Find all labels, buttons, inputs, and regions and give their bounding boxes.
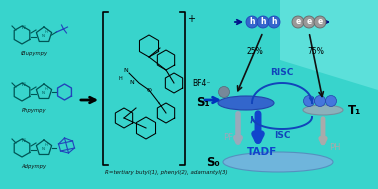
- Text: N: N: [21, 82, 25, 87]
- Text: PH: PH: [329, 143, 341, 153]
- Text: H: H: [45, 87, 47, 91]
- Ellipse shape: [223, 152, 333, 172]
- Text: N: N: [42, 147, 45, 151]
- Ellipse shape: [218, 96, 274, 110]
- Text: TADF: TADF: [247, 147, 277, 157]
- Text: RISC: RISC: [270, 68, 294, 77]
- Text: h: h: [271, 18, 277, 26]
- Circle shape: [314, 95, 325, 106]
- Ellipse shape: [303, 105, 343, 115]
- Circle shape: [268, 16, 280, 28]
- Text: H: H: [45, 30, 47, 34]
- Circle shape: [246, 16, 258, 28]
- Text: 75%: 75%: [308, 47, 324, 57]
- Text: Phpympy: Phpympy: [22, 108, 46, 113]
- Text: Adpympy: Adpympy: [22, 164, 46, 169]
- Circle shape: [292, 16, 304, 28]
- Circle shape: [325, 95, 336, 106]
- Text: H: H: [45, 143, 47, 147]
- Text: R=tertiary butyl(1), phenyl(2), adamantyl(3): R=tertiary butyl(1), phenyl(2), adamanty…: [105, 170, 228, 175]
- Text: N: N: [130, 81, 134, 85]
- Text: S₀: S₀: [206, 156, 220, 169]
- Text: ISC: ISC: [274, 131, 290, 140]
- Text: +: +: [187, 14, 195, 24]
- Text: h: h: [249, 18, 255, 26]
- Text: 25%: 25%: [246, 47, 263, 57]
- Text: BF4⁻: BF4⁻: [192, 78, 211, 88]
- Text: tBupympy: tBupympy: [20, 51, 48, 56]
- Text: O: O: [147, 88, 152, 92]
- Circle shape: [303, 16, 315, 28]
- Text: e: e: [307, 18, 311, 26]
- Text: S₁: S₁: [197, 97, 210, 109]
- Circle shape: [304, 95, 314, 106]
- Circle shape: [218, 87, 229, 98]
- Text: T₁: T₁: [348, 104, 361, 116]
- Circle shape: [314, 16, 326, 28]
- Text: H: H: [118, 75, 122, 81]
- Text: N: N: [124, 67, 129, 73]
- Text: N: N: [42, 91, 45, 95]
- Text: PF: PF: [223, 133, 233, 143]
- Text: N: N: [21, 138, 25, 143]
- Polygon shape: [280, 0, 378, 90]
- Text: h: h: [260, 18, 266, 26]
- Text: e: e: [295, 18, 301, 26]
- Text: N: N: [42, 34, 45, 38]
- Text: N: N: [21, 25, 25, 30]
- Text: e: e: [318, 18, 323, 26]
- Circle shape: [257, 16, 269, 28]
